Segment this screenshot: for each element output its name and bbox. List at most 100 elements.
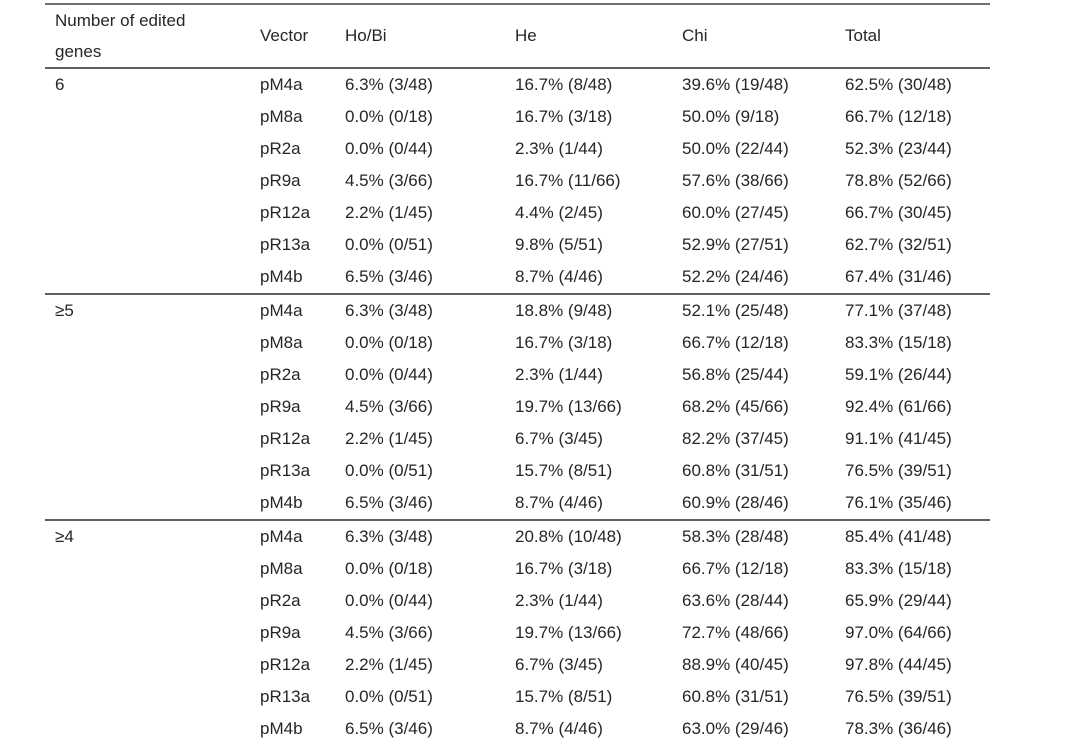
cell-he: 19.7% (13/66) bbox=[515, 397, 622, 416]
table-row: pR9a 4.5% (3/66) 16.7% (11/66) 57.6% (38/66… bbox=[45, 165, 990, 197]
cell-total: 62.7% (32/51) bbox=[845, 235, 952, 254]
cell-total: 85.4% (41/48) bbox=[835, 519, 990, 553]
cell-hobi: 0.0% (0/18) bbox=[345, 333, 433, 352]
table-row: pM8a 0.0% (0/18) 16.7% (3/18) 50.0% (9/18) 6… bbox=[45, 101, 990, 133]
cell-hobi: 0.0% (0/44) bbox=[345, 139, 433, 158]
cell-chi: 52.2% (24/46) bbox=[682, 267, 789, 286]
cell-total: 83.3% (15/18) bbox=[845, 559, 952, 578]
cell-he: 16.7% (3/18) bbox=[515, 333, 613, 352]
table-row: pM4b 6.5% (3/46) 8.7% (4/46) 60.9% (28/46) 7… bbox=[45, 487, 990, 520]
column-header-he: He bbox=[515, 26, 537, 45]
group-label: 6 bbox=[45, 67, 250, 294]
cell-chi: 56.8% (25/44) bbox=[682, 365, 789, 384]
cell-chi: 60.8% (31/51) bbox=[682, 687, 789, 706]
cell-chi: 39.6% (19/48) bbox=[672, 67, 835, 101]
table-row: 6 pM4a 6.3% (3/48) 16.7% (8/48) 39.6% (19/48… bbox=[45, 67, 990, 294]
column-header-vector: Vector bbox=[260, 26, 309, 45]
cell-hobi: 4.5% (3/66) bbox=[345, 171, 433, 190]
cell-hobi: 4.5% (3/66) bbox=[345, 623, 433, 642]
table-row: pR12a 2.2% (1/45) 6.7% (3/45) 88.9% (40/45)… bbox=[45, 649, 990, 681]
cell-chi: 82.2% (37/45) bbox=[682, 429, 789, 448]
cell-hobi: 0.0% (0/44) bbox=[345, 365, 433, 384]
cell-chi: 66.7% (12/18) bbox=[682, 559, 789, 578]
cell-hobi: 6.3% (3/48) bbox=[335, 293, 505, 327]
cell-chi: 50.0% (9/18) bbox=[682, 107, 780, 126]
cell-vector: pM4b bbox=[260, 719, 303, 738]
cell-vector: pR2a bbox=[260, 365, 301, 384]
table-row: pM8a 0.0% (0/18) 16.7% (3/18) 66.7% (12/18)… bbox=[45, 553, 990, 585]
cell-he: 20.8% (10/48) bbox=[505, 519, 672, 553]
cell-hobi: 2.2% (1/45) bbox=[345, 655, 433, 674]
cell-vector: pR9a bbox=[260, 171, 301, 190]
column-header-total: Total bbox=[845, 26, 881, 45]
cell-he: 6.7% (3/45) bbox=[515, 655, 603, 674]
cell-hobi: 0.0% (0/51) bbox=[345, 461, 433, 480]
table-row: pR2a 0.0% (0/44) 2.3% (1/44) 56.8% (25/44) 5… bbox=[45, 359, 990, 391]
cell-chi: 52.9% (27/51) bbox=[682, 235, 789, 254]
cell-total: 59.1% (26/44) bbox=[845, 365, 952, 384]
cell-chi: 60.8% (31/51) bbox=[682, 461, 789, 480]
cell-vector: pR12a bbox=[260, 203, 311, 222]
table-row: pR2a 0.0% (0/44) 2.3% (1/44) 63.6% (28/44) 6… bbox=[45, 585, 990, 617]
cell-vector: pR12a bbox=[260, 429, 311, 448]
cell-vector: pM8a bbox=[260, 559, 303, 578]
cell-he: 8.7% (4/46) bbox=[515, 267, 603, 286]
cell-hobi: 6.5% (3/46) bbox=[345, 267, 433, 286]
cell-he: 16.7% (3/18) bbox=[515, 559, 613, 578]
group-label: ≥4 bbox=[45, 519, 250, 745]
cell-hobi: 0.0% (0/51) bbox=[345, 235, 433, 254]
cell-chi: 50.0% (22/44) bbox=[682, 139, 789, 158]
table-body: 6 pM4a 6.3% (3/48) 16.7% (8/48) 39.6% (19/48… bbox=[45, 67, 990, 745]
cell-chi: 68.2% (45/66) bbox=[682, 397, 789, 416]
cell-he: 4.4% (2/45) bbox=[515, 203, 603, 222]
cell-total: 52.3% (23/44) bbox=[845, 139, 952, 158]
cell-he: 18.8% (9/48) bbox=[505, 293, 672, 327]
cell-vector: pM4a bbox=[250, 293, 335, 327]
table-row: pR13a 0.0% (0/51) 9.8% (5/51) 52.9% (27/51)… bbox=[45, 229, 990, 261]
cell-chi: 58.3% (28/48) bbox=[672, 519, 835, 553]
cell-total: 65.9% (29/44) bbox=[845, 591, 952, 610]
table-row: pR2a 0.0% (0/44) 2.3% (1/44) 50.0% (22/44) 5… bbox=[45, 133, 990, 165]
cell-vector: pM4a bbox=[250, 67, 335, 101]
cell-total: 83.3% (15/18) bbox=[845, 333, 952, 352]
cell-vector: pM4b bbox=[260, 267, 303, 286]
cell-vector: pR2a bbox=[260, 139, 301, 158]
table-row: pR9a 4.5% (3/66) 19.7% (13/66) 68.2% (45/66… bbox=[45, 391, 990, 423]
cell-he: 6.7% (3/45) bbox=[515, 429, 603, 448]
cell-hobi: 2.2% (1/45) bbox=[345, 203, 433, 222]
table-row: pR12a 2.2% (1/45) 6.7% (3/45) 82.2% (37/45)… bbox=[45, 423, 990, 455]
cell-total: 97.8% (44/45) bbox=[845, 655, 952, 674]
table-row: pM4b 6.5% (3/46) 8.7% (4/46) 52.2% (24/46) 6… bbox=[45, 261, 990, 294]
cell-hobi: 0.0% (0/51) bbox=[345, 687, 433, 706]
table-row: pR12a 2.2% (1/45) 4.4% (2/45) 60.0% (27/45)… bbox=[45, 197, 990, 229]
cell-total: 67.4% (31/46) bbox=[845, 267, 952, 286]
cell-hobi: 6.3% (3/48) bbox=[335, 67, 505, 101]
cell-vector: pM8a bbox=[260, 107, 303, 126]
cell-chi: 66.7% (12/18) bbox=[682, 333, 789, 352]
cell-total: 78.8% (52/66) bbox=[845, 171, 952, 190]
cell-chi: 60.9% (28/46) bbox=[682, 493, 789, 512]
cell-he: 8.7% (4/46) bbox=[515, 493, 603, 512]
cell-total: 66.7% (30/45) bbox=[845, 203, 952, 222]
cell-vector: pM8a bbox=[260, 333, 303, 352]
column-header-hobi: Ho/Bi bbox=[345, 26, 387, 45]
cell-hobi: 2.2% (1/45) bbox=[345, 429, 433, 448]
cell-vector: pM4b bbox=[260, 493, 303, 512]
cell-total: 66.7% (12/18) bbox=[845, 107, 952, 126]
cell-total: 76.5% (39/51) bbox=[845, 687, 952, 706]
cell-vector: pR9a bbox=[260, 623, 301, 642]
cell-vector: pR2a bbox=[260, 591, 301, 610]
cell-chi: 60.0% (27/45) bbox=[682, 203, 789, 222]
cell-total: 91.1% (41/45) bbox=[845, 429, 952, 448]
cell-he: 2.3% (1/44) bbox=[515, 139, 603, 158]
cell-chi: 72.7% (48/66) bbox=[682, 623, 789, 642]
cell-he: 16.7% (11/66) bbox=[515, 171, 621, 190]
cell-chi: 57.6% (38/66) bbox=[682, 171, 789, 190]
cell-total: 76.1% (35/46) bbox=[845, 493, 952, 512]
cell-hobi: 6.3% (3/48) bbox=[335, 519, 505, 553]
cell-he: 9.8% (5/51) bbox=[515, 235, 603, 254]
cell-total: 97.0% (64/66) bbox=[845, 623, 952, 642]
cell-he: 2.3% (1/44) bbox=[515, 365, 603, 384]
cell-chi: 88.9% (40/45) bbox=[682, 655, 789, 674]
cell-vector: pM4a bbox=[250, 519, 335, 553]
